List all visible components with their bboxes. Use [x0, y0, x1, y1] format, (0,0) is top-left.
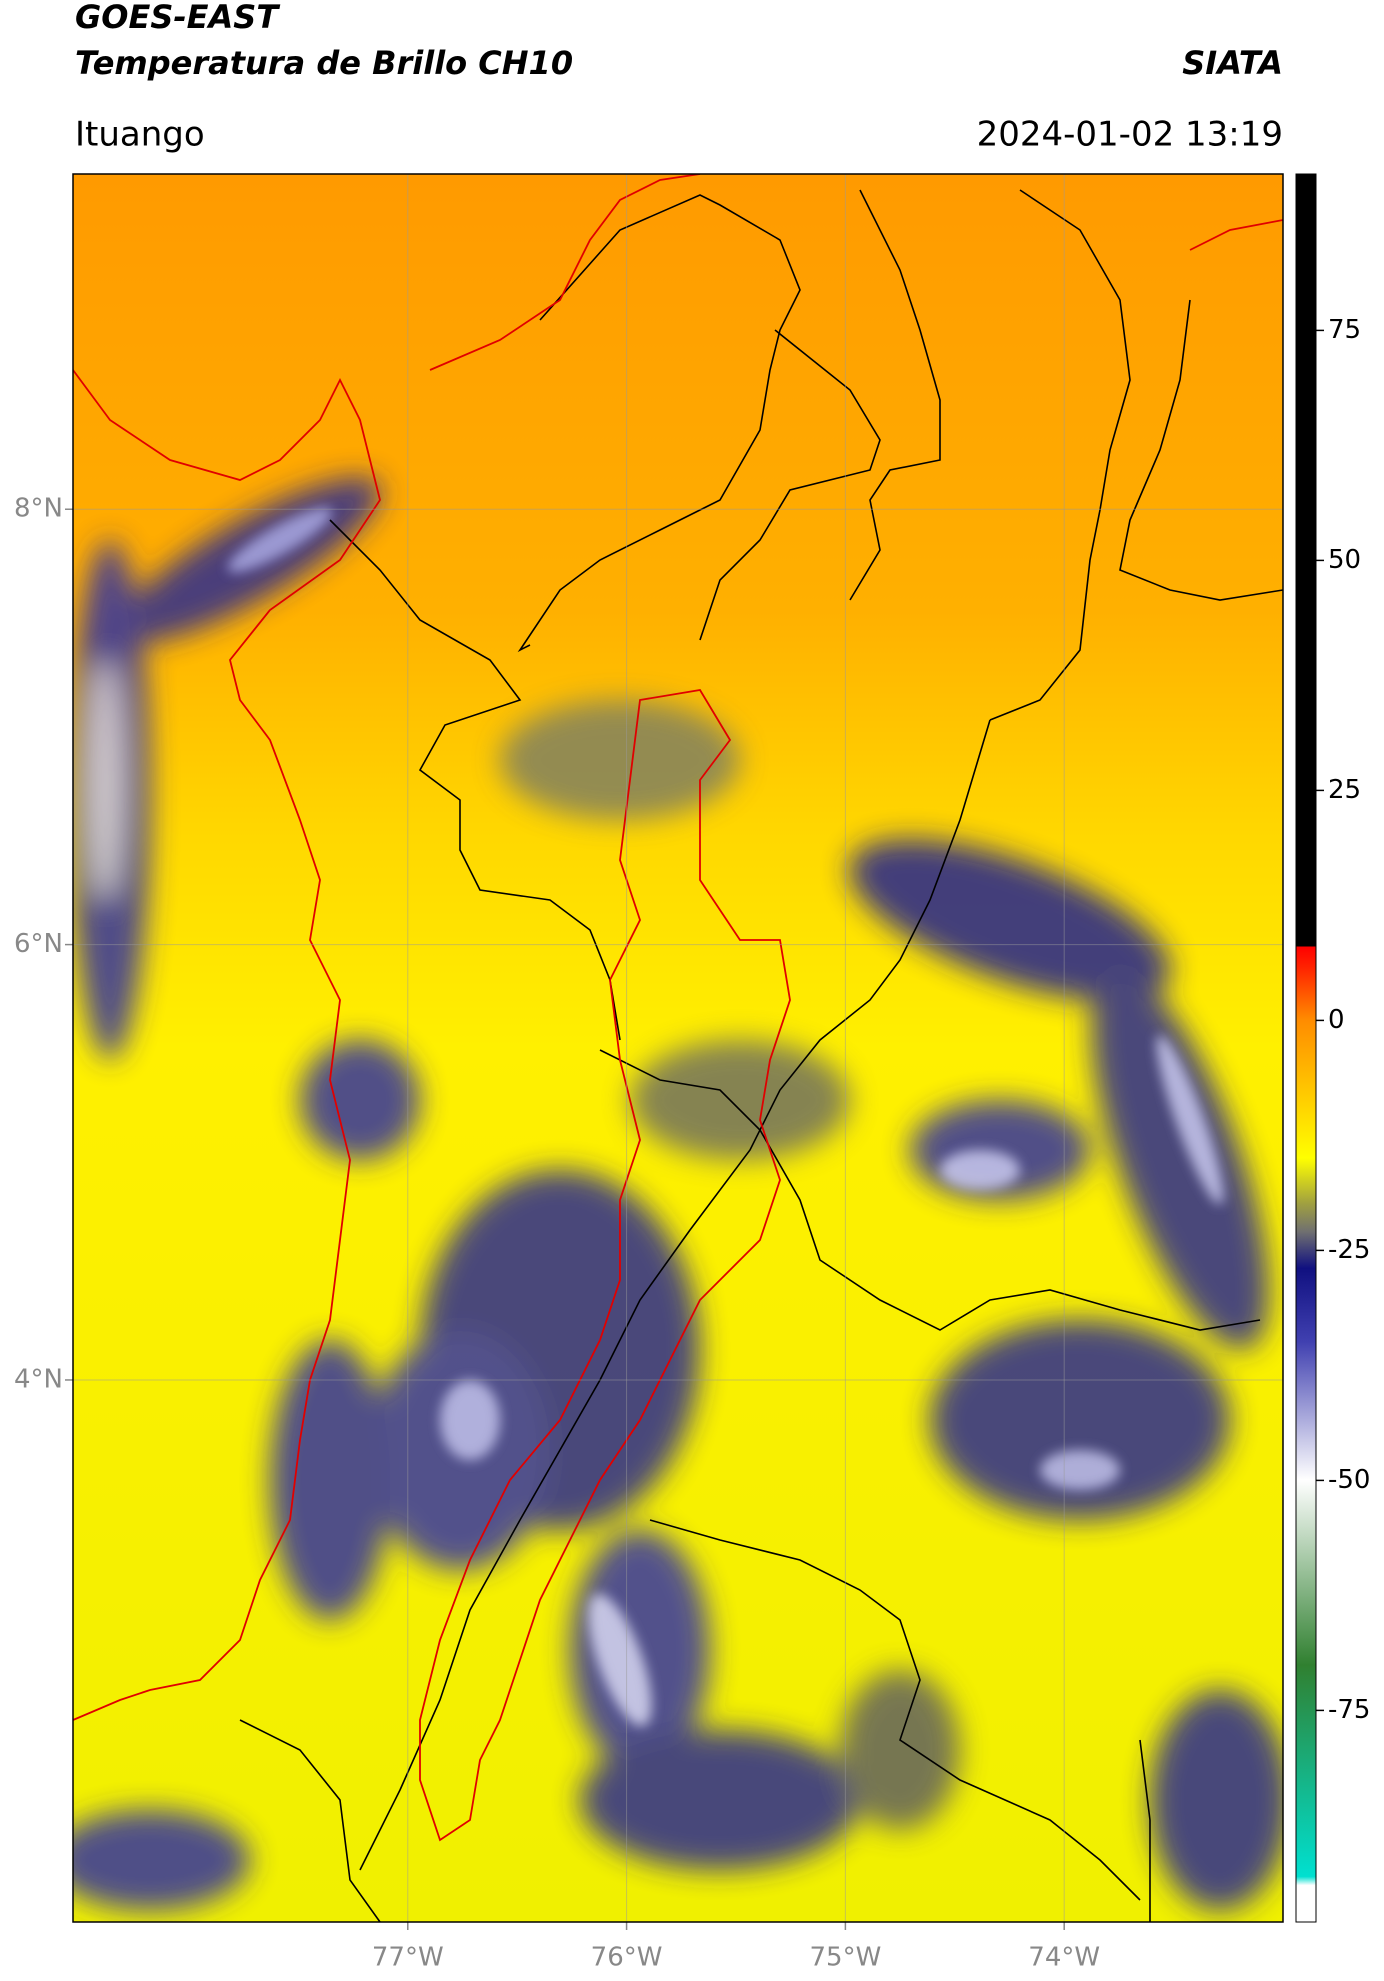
colorbar-tick-label: 25 — [1328, 775, 1361, 805]
y-tick-label: 8°N — [14, 494, 63, 524]
colorbar-tick-label: 50 — [1328, 545, 1361, 575]
labels: 77°W 76°W 75°W 74°W 8°N 6°N 4°N -75 -50 -25 0 25 50 7… — [14, 315, 1370, 1973]
map-image — [73, 174, 1283, 1922]
x-tick-label: 76°W — [591, 1943, 663, 1973]
y-tick-label: 6°N — [14, 929, 63, 959]
grid — [65, 174, 1283, 1930]
colorbar-tick-label: 0 — [1328, 1005, 1345, 1035]
x-tick-label: 74°W — [1028, 1943, 1100, 1973]
x-tick-label: 77°W — [372, 1943, 444, 1973]
colorbar — [1295, 173, 1317, 1923]
colorbar-tick-label: -25 — [1328, 1235, 1370, 1265]
brand: SIATA — [1182, 44, 1283, 82]
subtitle: Temperatura de Brillo CH10 — [75, 44, 573, 82]
colorbar-tick-label: -50 — [1328, 1465, 1370, 1495]
colorbar-tick-label: 75 — [1328, 315, 1361, 345]
datetime: 2024-01-02 13:19 — [977, 115, 1283, 155]
title: GOES-EAST — [75, 0, 280, 36]
y-tick-label: 4°N — [14, 1364, 63, 1394]
location: Ituango — [75, 115, 205, 155]
x-tick-label: 75°W — [809, 1943, 881, 1973]
map-frame — [72, 173, 1284, 1923]
colorbar-tick-label: -75 — [1328, 1695, 1370, 1725]
